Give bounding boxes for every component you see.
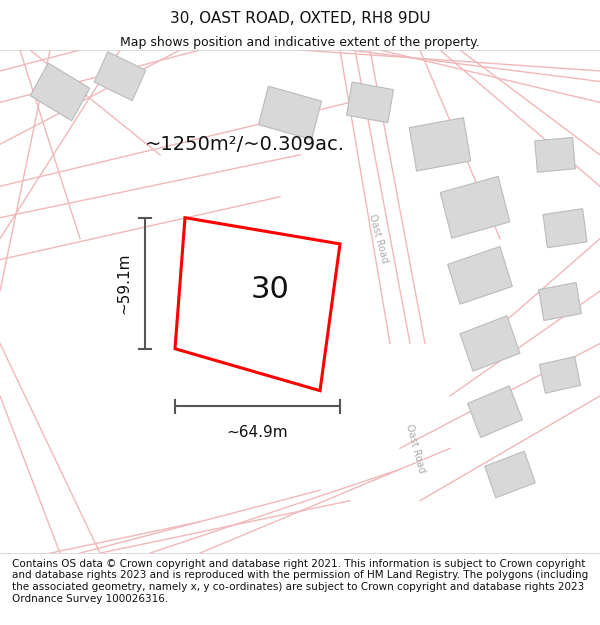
Text: Oast Road: Oast Road [367, 213, 389, 264]
Polygon shape [94, 52, 146, 101]
Polygon shape [539, 357, 581, 393]
Polygon shape [440, 176, 510, 238]
Text: 30, OAST ROAD, OXTED, RH8 9DU: 30, OAST ROAD, OXTED, RH8 9DU [170, 11, 430, 26]
Text: Map shows position and indicative extent of the property.: Map shows position and indicative extent… [120, 36, 480, 49]
Text: ~64.9m: ~64.9m [227, 425, 289, 440]
Polygon shape [409, 118, 471, 171]
Text: Contains OS data © Crown copyright and database right 2021. This information is : Contains OS data © Crown copyright and d… [12, 559, 588, 604]
Polygon shape [347, 82, 394, 122]
Polygon shape [448, 246, 512, 304]
Text: 30: 30 [251, 275, 289, 304]
Polygon shape [175, 217, 340, 391]
Polygon shape [259, 86, 322, 139]
Polygon shape [539, 282, 581, 321]
Polygon shape [485, 451, 535, 498]
Text: ~59.1m: ~59.1m [116, 253, 131, 314]
Polygon shape [535, 138, 575, 172]
Text: Oast Road: Oast Road [404, 422, 427, 474]
Polygon shape [30, 63, 90, 121]
Polygon shape [467, 386, 523, 438]
Polygon shape [460, 316, 520, 371]
Polygon shape [543, 209, 587, 248]
Text: ~1250m²/~0.309ac.: ~1250m²/~0.309ac. [145, 135, 345, 154]
